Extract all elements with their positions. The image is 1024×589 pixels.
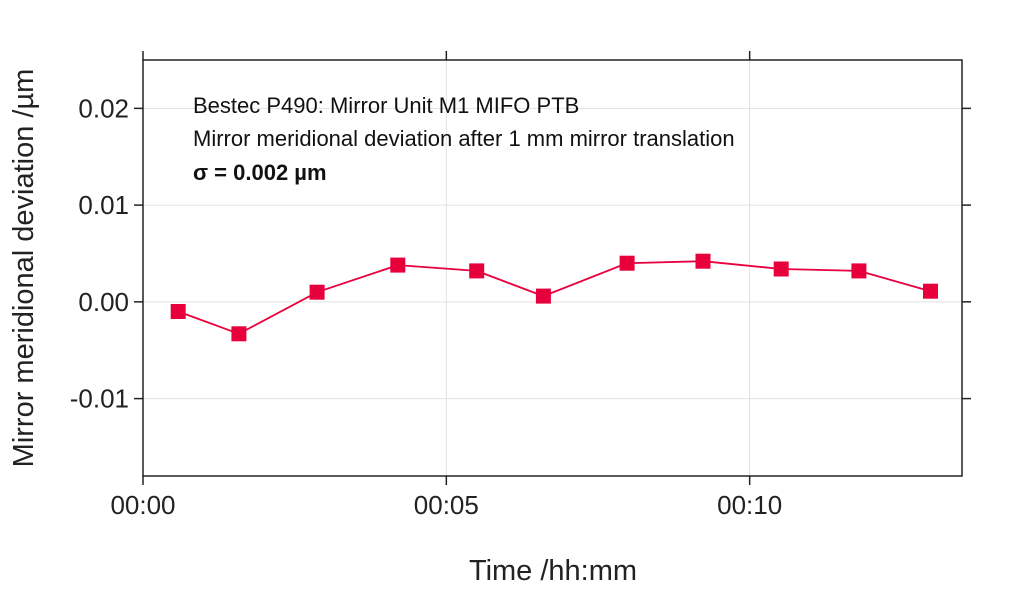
data-point: [170, 304, 186, 319]
y-tick-label: -0.01: [70, 384, 129, 414]
data-series: [170, 253, 938, 342]
data-point: [390, 257, 406, 273]
data-point: [535, 288, 551, 304]
x-tick-label: 00:05: [414, 490, 479, 520]
plot-frame: [142, 59, 963, 477]
annotation-line-2: Mirror meridional deviation after 1 mm m…: [193, 126, 735, 151]
x-axis-title: Time /hh:mm: [469, 555, 637, 587]
y-tick-label: 0.02: [78, 93, 129, 123]
x-tick-label: 00:10: [717, 490, 782, 520]
data-point: [619, 255, 635, 271]
axis-ticks: 0.02 0.01 0.00 -0.01 00:00 00:05 00:10: [70, 51, 971, 520]
data-point: [923, 283, 938, 299]
data-point: [851, 263, 867, 279]
data-point: [695, 253, 711, 269]
y-tick-label: 0.01: [78, 190, 129, 220]
data-point: [231, 326, 247, 342]
annotation-line-1: Bestec P490: Mirror Unit M1 MIFO PTB: [193, 93, 579, 118]
data-point: [309, 284, 325, 300]
x-tick-label: 00:00: [110, 490, 175, 520]
y-tick-label: 0.00: [78, 287, 129, 317]
annotation-sigma: σ = 0.002 µm: [193, 160, 327, 185]
series-line: [177, 260, 931, 335]
data-point: [773, 261, 789, 277]
data-point: [469, 263, 485, 279]
grid: [142, 60, 962, 476]
y-axis-title: Mirror meridional deviation /µm: [8, 69, 40, 468]
